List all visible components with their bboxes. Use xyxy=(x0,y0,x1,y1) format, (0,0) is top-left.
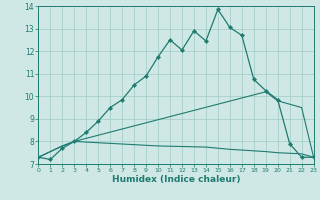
X-axis label: Humidex (Indice chaleur): Humidex (Indice chaleur) xyxy=(112,175,240,184)
